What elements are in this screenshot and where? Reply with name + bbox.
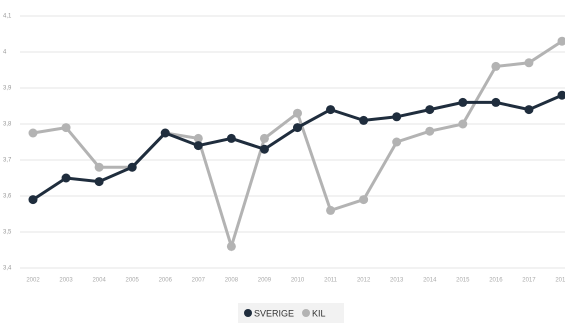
data-point xyxy=(524,58,533,67)
data-point xyxy=(425,127,434,136)
data-point xyxy=(458,120,467,129)
data-point xyxy=(29,195,38,204)
x-tick-label: 2014 xyxy=(423,278,437,284)
x-tick-label: 2018 xyxy=(555,278,565,284)
x-tick-label: 2012 xyxy=(357,278,371,284)
data-point xyxy=(458,98,467,107)
legend-label: KIL xyxy=(312,308,326,318)
data-point xyxy=(128,163,137,172)
y-tick-label: 3,9 xyxy=(3,86,12,92)
data-point xyxy=(425,105,434,114)
data-point xyxy=(558,91,565,100)
y-tick-label: 3,5 xyxy=(3,230,12,236)
x-tick-label: 2010 xyxy=(291,278,305,284)
data-point xyxy=(293,123,302,132)
x-tick-label: 2015 xyxy=(456,278,470,284)
data-point xyxy=(95,163,104,172)
data-point xyxy=(491,62,500,71)
data-point xyxy=(293,109,302,118)
data-point xyxy=(161,129,170,138)
legend-marker xyxy=(302,309,310,317)
data-point xyxy=(491,98,500,107)
data-point xyxy=(29,129,38,138)
data-point xyxy=(392,112,401,121)
data-point xyxy=(227,134,236,143)
data-point xyxy=(392,138,401,147)
x-tick-label: 2009 xyxy=(258,278,272,284)
data-point xyxy=(260,145,269,154)
y-tick-label: 4 xyxy=(3,50,7,56)
x-tick-label: 2006 xyxy=(159,278,173,284)
x-tick-label: 2017 xyxy=(522,278,536,284)
series-line xyxy=(33,41,562,246)
legend-marker xyxy=(244,309,252,317)
legend-label: SVERIGE xyxy=(254,308,294,318)
data-point xyxy=(359,195,368,204)
data-point xyxy=(62,174,71,183)
data-point xyxy=(260,134,269,143)
y-tick-label: 4,1 xyxy=(3,14,12,20)
data-point xyxy=(62,123,71,132)
data-point xyxy=(524,105,533,114)
x-tick-label: 2016 xyxy=(489,278,503,284)
x-tick-label: 2008 xyxy=(225,278,239,284)
data-point xyxy=(359,116,368,125)
data-point xyxy=(194,141,203,150)
x-tick-label: 2013 xyxy=(390,278,404,284)
y-tick-label: 3,4 xyxy=(3,266,12,272)
y-tick-label: 3,8 xyxy=(3,122,12,128)
data-point xyxy=(326,105,335,114)
data-point xyxy=(227,242,236,251)
y-tick-label: 3,6 xyxy=(3,194,12,200)
x-tick-label: 2003 xyxy=(59,278,73,284)
data-point xyxy=(95,177,104,186)
x-tick-label: 2007 xyxy=(192,278,206,284)
data-point xyxy=(326,206,335,215)
x-tick-label: 2005 xyxy=(126,278,140,284)
x-tick-label: 2004 xyxy=(92,278,106,284)
x-tick-label: 2011 xyxy=(324,278,338,284)
y-tick-label: 3,7 xyxy=(3,158,12,164)
x-tick-label: 2002 xyxy=(26,278,40,284)
